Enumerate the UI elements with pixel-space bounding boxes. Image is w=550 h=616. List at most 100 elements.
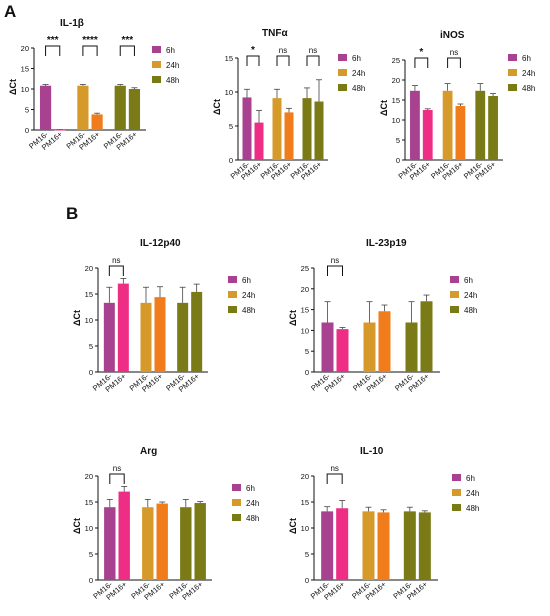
bar-48h-PM16+ — [194, 503, 206, 580]
y-tick-label: 15 — [301, 498, 309, 507]
bar-6h-PM16- — [39, 85, 52, 130]
y-tick-label: 10 — [85, 316, 93, 325]
bar-24h-PM16- — [362, 511, 375, 580]
significance-label: *** — [47, 35, 59, 46]
legend-label-24h: 24h — [464, 291, 477, 300]
bar-6h-PM16+ — [54, 130, 66, 131]
legend-swatch-6h — [338, 54, 347, 61]
y-tick-label: 15 — [85, 498, 93, 507]
bar-24h-PM16+ — [378, 311, 391, 372]
y-axis-label: ΔCt — [212, 99, 222, 115]
significance-bracket — [119, 45, 135, 56]
bar-24h-PM16- — [142, 507, 154, 580]
bar-48h-PM16- — [403, 511, 416, 580]
legend-label-48h: 48h — [242, 306, 255, 315]
legend-swatch-48h — [232, 514, 241, 521]
significance-label: ns — [113, 464, 121, 473]
legend-swatch-24h — [152, 61, 161, 68]
legend-swatch-24h — [232, 499, 241, 506]
significance-label: **** — [82, 35, 98, 46]
chart-title: IL-23p19 — [366, 238, 407, 249]
legend-swatch-6h — [450, 276, 459, 283]
y-axis-label: ΔCt — [72, 518, 82, 534]
significance-label: *** — [121, 35, 133, 46]
bar-24h-PM16+ — [455, 106, 466, 160]
legend-label-6h: 6h — [352, 54, 361, 63]
significance-label: ns — [279, 46, 287, 55]
bar-48h-PM16- — [405, 322, 418, 372]
bar-48h-PM16- — [302, 98, 312, 160]
legend-label-24h: 24h — [466, 489, 479, 498]
significance-bracket — [246, 55, 260, 66]
significance-bracket — [414, 57, 429, 68]
legend-swatch-6h — [228, 276, 237, 283]
y-tick-label: 10 — [225, 88, 233, 97]
y-tick-label: 15 — [21, 65, 29, 74]
bar-6h-PM16- — [410, 90, 420, 160]
legend-swatch-48h — [228, 306, 237, 313]
significance-label: ns — [330, 464, 338, 473]
y-tick-label: 20 — [392, 76, 400, 85]
bar-48h-PM16+ — [314, 101, 324, 160]
legend-swatch-24h — [452, 489, 461, 496]
legend-label-6h: 6h — [522, 54, 531, 63]
legend-label-24h: 24h — [242, 291, 255, 300]
bar-48h-PM16+ — [128, 89, 141, 130]
y-tick-label: 20 — [301, 472, 309, 481]
bar-24h-PM16- — [140, 302, 152, 372]
significance-bracket — [45, 45, 61, 56]
legend-label-6h: 6h — [166, 46, 175, 55]
y-tick-label: 5 — [89, 550, 93, 559]
legend-label-48h: 48h — [466, 504, 479, 513]
y-tick-label: 10 — [301, 326, 309, 335]
bar-6h-PM16+ — [117, 283, 129, 372]
bar-48h-PM16- — [177, 302, 189, 372]
y-tick-label: 15 — [301, 306, 309, 315]
y-tick-label: 10 — [301, 524, 309, 533]
significance-label: * — [419, 47, 423, 58]
y-axis-label: ΔCt — [379, 100, 389, 116]
y-tick-label: 20 — [21, 44, 29, 53]
legend-swatch-24h — [228, 291, 237, 298]
y-axis-label: ΔCt — [72, 310, 82, 326]
bar-6h-PM16+ — [336, 329, 349, 372]
significance-bracket — [108, 265, 124, 276]
chart-title: IL-1β — [60, 18, 84, 29]
legend-label-48h: 48h — [464, 306, 477, 315]
bar-6h-PM16+ — [336, 508, 349, 580]
significance-label: ns — [112, 256, 120, 265]
legend-swatch-6h — [508, 54, 517, 61]
y-tick-label: 25 — [392, 56, 400, 65]
legend-swatch-48h — [452, 504, 461, 511]
y-tick-label: 15 — [225, 54, 233, 63]
y-tick-label: 0 — [89, 576, 93, 585]
significance-label: * — [251, 45, 255, 56]
bar-48h-PM16- — [180, 507, 192, 580]
significance-bracket — [109, 473, 125, 484]
bar-48h-PM16+ — [420, 301, 433, 372]
y-tick-label: 20 — [301, 285, 309, 294]
y-tick-label: 5 — [396, 136, 400, 145]
bar-48h-PM16+ — [418, 512, 431, 580]
legend-label-48h: 48h — [246, 514, 259, 523]
legend-swatch-48h — [152, 76, 161, 83]
significance-label: ns — [331, 256, 339, 265]
chart-title: iNOS — [440, 30, 465, 41]
bar-6h-PM16+ — [118, 491, 130, 580]
y-tick-label: 5 — [229, 122, 233, 131]
legend-swatch-6h — [152, 46, 161, 53]
y-axis-label: ΔCt — [8, 79, 18, 95]
y-tick-label: 5 — [89, 342, 93, 351]
bar-6h-PM16- — [321, 511, 334, 580]
bar-6h-PM16- — [242, 97, 252, 160]
bar-24h-PM16- — [363, 322, 376, 372]
bar-24h-PM16+ — [156, 503, 168, 580]
y-tick-label: 15 — [392, 96, 400, 105]
legend-label-6h: 6h — [466, 474, 475, 483]
y-axis-label: ΔCt — [288, 310, 298, 326]
y-tick-label: 25 — [301, 264, 309, 273]
y-tick-label: 0 — [396, 156, 400, 165]
y-tick-label: 0 — [229, 156, 233, 165]
legend-swatch-48h — [338, 84, 347, 91]
